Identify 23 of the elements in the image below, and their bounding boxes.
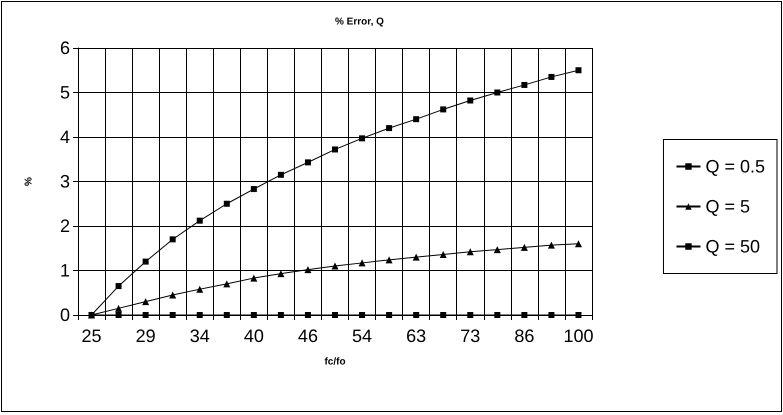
x-tick-label: 25 [82,326,102,346]
y-tick-label: 3 [60,172,70,192]
x-tick-label: 63 [406,326,426,346]
x-tick-label: 86 [514,326,534,346]
x-tick-label: 29 [136,326,156,346]
x-tick-label: 34 [190,326,210,346]
y-tick-label: 6 [60,38,70,58]
y-tick-label: 5 [60,82,70,102]
y-tick-label: 0 [60,305,70,325]
y-tick-label: 1 [60,260,70,280]
legend-label: Q = 5 [705,196,750,216]
x-axis-title: fc/fo [324,356,346,368]
legend-label: Q = 0.5 [705,156,766,176]
y-tick-label: 4 [60,127,70,147]
x-tick-label: 100 [563,326,594,346]
x-tick-label: 73 [460,326,480,346]
y-axis-title: % [24,176,34,186]
x-tick-label: 40 [244,326,264,346]
legend-label: Q = 50 [705,236,760,256]
y-tick-label: 2 [60,216,70,236]
x-tick-label: 46 [298,326,318,346]
chart-title: % Error, Q [335,16,384,28]
x-tick-label: 54 [352,326,372,346]
